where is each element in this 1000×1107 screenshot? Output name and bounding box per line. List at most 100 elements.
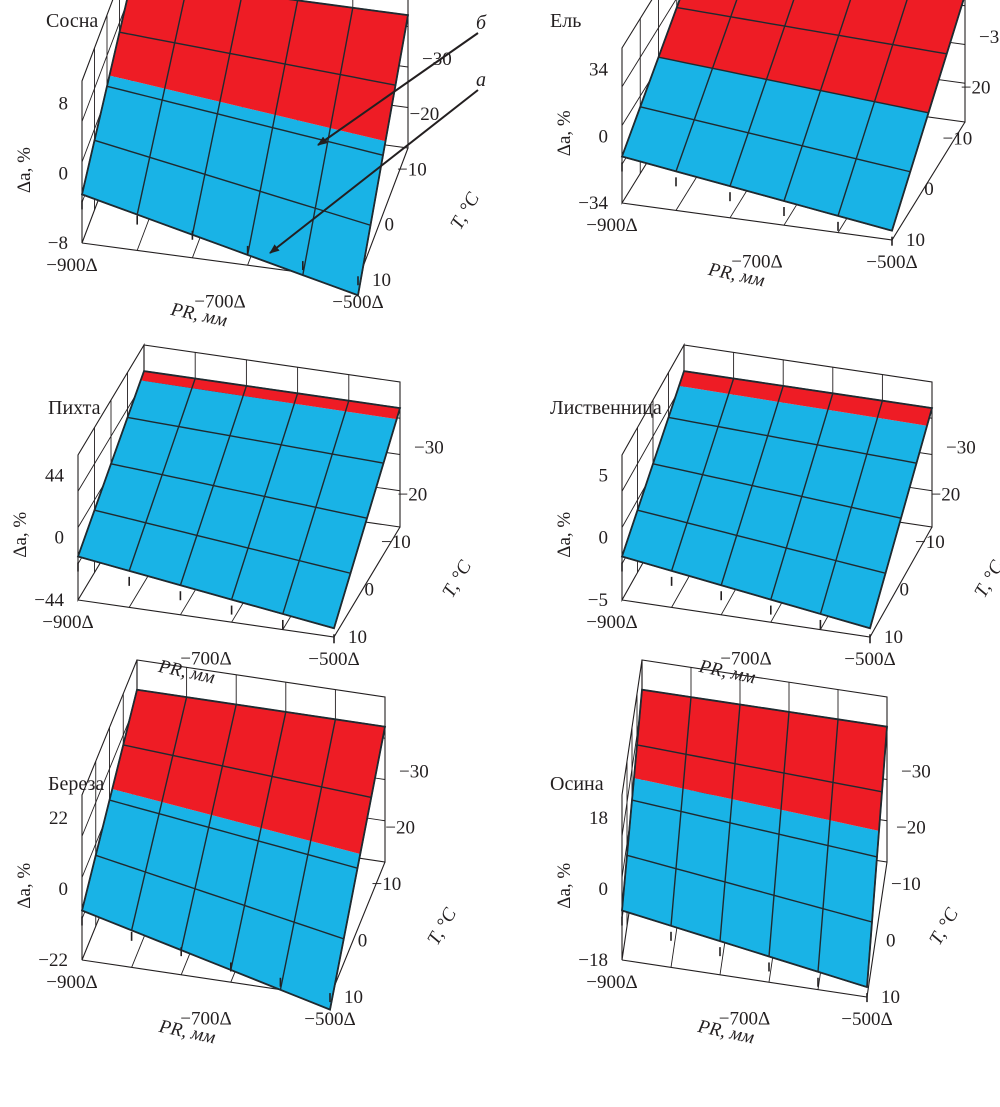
surface-mesh-line — [658, 56, 929, 114]
surface-blue-region — [622, 385, 928, 629]
surface-mesh-line — [637, 509, 886, 574]
surface-outline — [76, 370, 402, 630]
y-tick-label: −20 — [896, 818, 926, 839]
y-tick-label: −30 — [979, 27, 1000, 48]
y-tick-label: −20 — [931, 485, 961, 506]
surface-outline — [620, 0, 965, 232]
panel-title: Лиственница — [550, 397, 662, 419]
y-tick-label: −10 — [372, 874, 402, 895]
y-tick-label: −30 — [399, 761, 429, 782]
surface-mesh-line — [640, 106, 911, 173]
y-tick-label: −10 — [381, 532, 411, 553]
surface-mesh-line — [652, 463, 902, 519]
surface-mesh-line — [668, 416, 917, 464]
y-tick-label: 0 — [900, 580, 910, 601]
surface-outline — [621, 688, 888, 989]
z-tick-label: 0 — [59, 163, 69, 184]
z-tick-label: −44 — [34, 590, 64, 611]
x-tick-label: −900Δ — [46, 972, 97, 993]
annotation-b-label: б — [476, 12, 487, 34]
z-axis-label: Δa, % — [554, 863, 575, 909]
arrow-a — [269, 89, 479, 254]
y-tick-label: 0 — [385, 215, 395, 236]
z-tick-label: 8 — [59, 94, 69, 115]
surface-mesh-line — [676, 6, 947, 55]
surface-red-region — [109, 0, 408, 142]
y-tick-label: 0 — [365, 580, 375, 601]
y-tick-label: −20 — [398, 485, 428, 506]
z-axis-label: Δa, % — [14, 863, 35, 909]
z-tick-label: −34 — [578, 193, 608, 214]
x-tick-label: −700Δ — [719, 1009, 770, 1030]
surface-mesh-line — [94, 509, 351, 574]
y-tick-label: 10 — [372, 270, 391, 291]
z-tick-label: 0 — [55, 528, 65, 549]
x-tick-label: −700Δ — [731, 252, 782, 273]
y-tick-label: 10 — [884, 627, 903, 648]
panel-title: Пихта — [48, 397, 101, 419]
y-tick-label: 10 — [906, 230, 925, 251]
z-tick-label: 0 — [59, 879, 69, 900]
z-tick-label: −18 — [578, 950, 608, 971]
surface-mesh-line — [110, 463, 368, 519]
z-tick-label: 0 — [599, 126, 609, 147]
z-axis-label: Δa, % — [10, 512, 31, 558]
surface-mesh-line — [109, 799, 358, 869]
surface-outline — [80, 688, 387, 1011]
y-axis-label: T, °C — [446, 189, 484, 233]
y-axis-label: T, °C — [423, 904, 461, 948]
x-tick-label: −500Δ — [841, 1009, 892, 1030]
y-tick-label: −20 — [961, 78, 991, 99]
y-tick-label: −10 — [891, 874, 921, 895]
x-tick-label: −900Δ — [46, 255, 97, 276]
y-axis-label: T, °C — [438, 557, 476, 601]
y-tick-label: 0 — [924, 179, 934, 200]
arrow-b — [317, 32, 479, 146]
surface-mesh-line — [95, 854, 344, 940]
y-tick-label: −10 — [915, 532, 945, 553]
y-tick-label: −10 — [397, 159, 427, 180]
side-wall-hgrid — [621, 0, 677, 87]
y-tick-label: −30 — [422, 49, 452, 70]
y-tick-label: 10 — [344, 987, 363, 1008]
y-tick-label: 0 — [358, 931, 368, 952]
annotation-a-label: а — [476, 69, 486, 91]
surface-red-region — [634, 689, 887, 831]
x-tick-label: −900Δ — [586, 215, 637, 236]
surface-blue-region — [622, 57, 929, 231]
y-tick-label: −20 — [385, 818, 415, 839]
y-tick-label: −30 — [414, 437, 444, 458]
z-axis-label: Δa, % — [554, 512, 575, 558]
x-tick-label: −900Δ — [586, 972, 637, 993]
z-tick-label: 34 — [589, 60, 609, 81]
x-tick-label: −700Δ — [180, 649, 231, 670]
z-tick-label: 18 — [589, 808, 608, 829]
y-tick-label: 0 — [886, 931, 896, 952]
surface-mesh-line — [123, 744, 372, 799]
x-tick-label: −700Δ — [180, 1009, 231, 1030]
surface-mesh-line — [127, 416, 384, 464]
surface-mesh-line — [119, 31, 396, 86]
surface-mesh-line — [636, 744, 883, 793]
y-tick-label: −20 — [410, 104, 440, 125]
y-axis-label: T, °C — [970, 557, 1000, 601]
x-tick-label: −500Δ — [308, 649, 359, 670]
x-tick-label: −900Δ — [42, 612, 93, 633]
x-tick-label: −500Δ — [866, 252, 917, 273]
x-tick-label: −500Δ — [844, 649, 895, 670]
y-tick-label: 10 — [348, 627, 367, 648]
surface-outline — [80, 0, 410, 297]
x-tick-label: −700Δ — [194, 292, 245, 313]
x-tick-label: −500Δ — [304, 1009, 355, 1030]
surface-blue-region — [78, 380, 397, 629]
z-tick-label: 0 — [599, 528, 609, 549]
panel-title: Осина — [550, 773, 604, 795]
z-tick-label: 44 — [45, 465, 65, 486]
z-tick-label: −22 — [38, 950, 68, 971]
panel-title: Береза — [48, 773, 104, 795]
